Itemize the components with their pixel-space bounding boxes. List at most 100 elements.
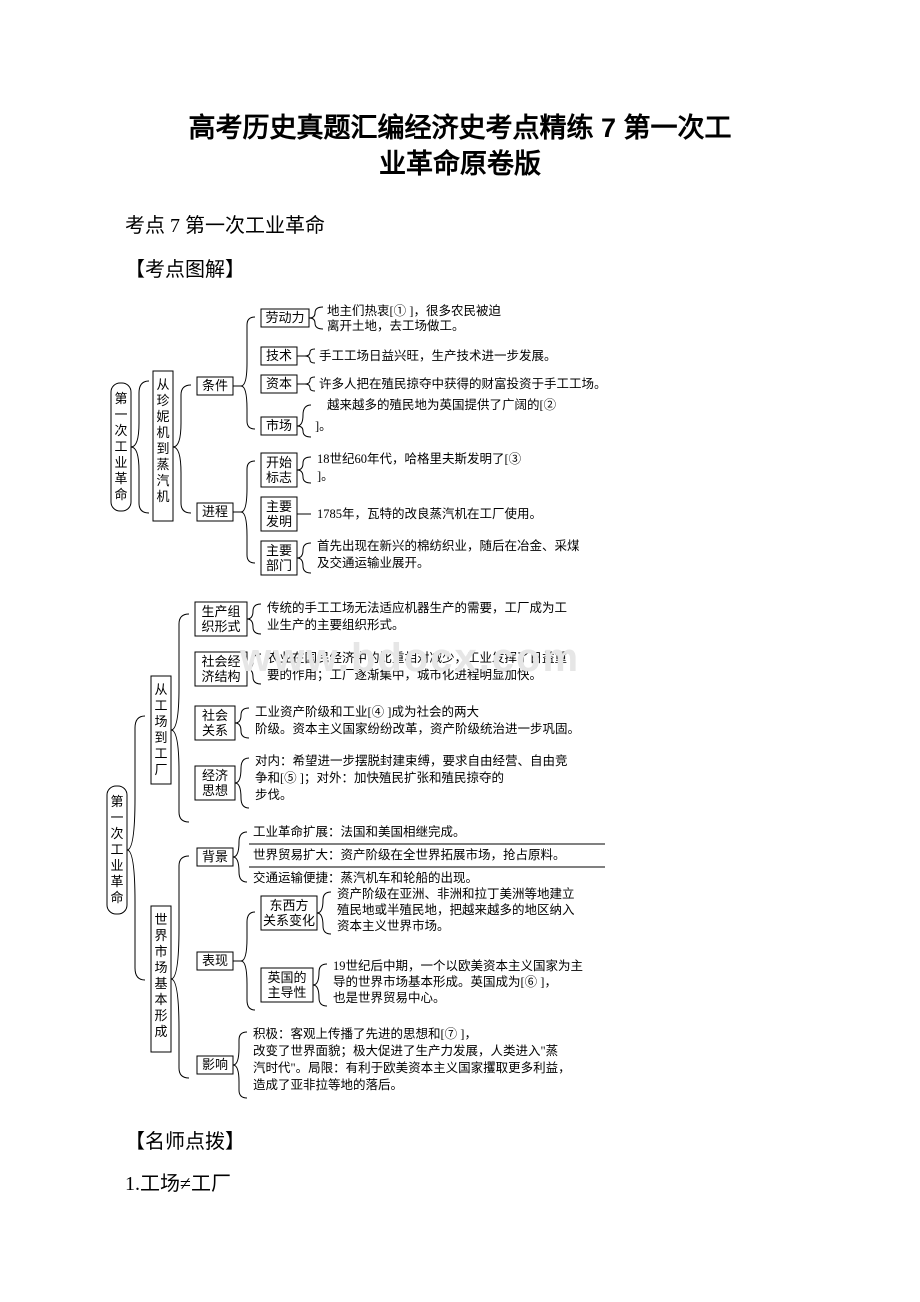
- svg-text:主导性: 主导性: [267, 985, 306, 1000]
- svg-text:手工工场日益兴旺，生产技术进一步发展。: 手工工场日益兴旺，生产技术进一步发展。: [319, 348, 557, 363]
- diagram-2: 第 一 次 工 业 革 命 从 工 场 到 工 厂 生产组 织形式 传统的手工工…: [105, 598, 835, 1113]
- svg-text:也是世界贸易中心。: 也是世界贸易中心。: [333, 990, 446, 1005]
- section-heading-2: 【名师点拨】: [85, 1123, 835, 1161]
- svg-text:思想: 思想: [202, 783, 228, 798]
- svg-text:表现: 表现: [202, 953, 228, 968]
- svg-text:业生产的主要组织形式。: 业生产的主要组织形式。: [267, 617, 405, 632]
- svg-text:18世纪60年代，哈格里夫斯发明了[③: 18世纪60年代，哈格里夫斯发明了[③: [317, 451, 522, 466]
- svg-text:劳动力: 劳动力: [265, 310, 304, 325]
- svg-text:业: 业: [114, 455, 127, 470]
- svg-text:世: 世: [154, 912, 167, 927]
- svg-text:妮: 妮: [156, 409, 169, 424]
- svg-text:命: 命: [110, 890, 123, 905]
- svg-text:生产组: 生产组: [201, 604, 240, 619]
- svg-text:要的作用；工厂逐渐集中，城市化进程明显加快。: 要的作用；工厂逐渐集中，城市化进程明显加快。: [267, 667, 542, 682]
- svg-text:条件: 条件: [202, 378, 228, 393]
- svg-text:开始: 开始: [266, 455, 292, 470]
- svg-text:一: 一: [114, 407, 127, 422]
- svg-text:场: 场: [154, 714, 167, 729]
- svg-text:地主们热衷[① ]，很: 地主们热衷[① ]，很多农民被迫: [327, 303, 501, 318]
- svg-text:到: 到: [154, 730, 167, 745]
- svg-text:世界贸易扩大：资产阶级在全世界拓展市场，抢占原料。: 世界贸易扩大：资产阶级在全世界拓展市场，抢占原料。: [253, 847, 566, 862]
- svg-text:农业在国民经济中的比重相对减少，工业发挥了日益重: 农业在国民经济中的比重相对减少，工业发挥了日益重: [267, 650, 567, 665]
- svg-text:许多人把在殖民掠夺中获得的财富投资于手工工场。: 许多人把在殖民掠夺中获得的财富投资于手工工场。: [319, 376, 607, 391]
- svg-text:命: 命: [114, 487, 127, 502]
- svg-text:资本主义世界市场。: 资本主义世界市场。: [337, 918, 450, 933]
- svg-text:本: 本: [154, 992, 167, 1007]
- svg-text:阶级。资本主义国家纷纷改革，资产阶级统治进一步巩固。: 阶级。资本主义国家纷纷改革，资产阶级统治进一步巩固。: [255, 721, 580, 736]
- svg-text:标志: 标志: [266, 470, 292, 485]
- svg-text:机: 机: [156, 425, 169, 440]
- svg-text:越来越多的殖民地为英国提供了广阔的[②: 越来越多的殖民地为英国提供了广阔的[②: [327, 397, 557, 412]
- svg-text:进程: 进程: [202, 504, 228, 519]
- svg-text:厂: 厂: [154, 762, 167, 777]
- diagram-1: 第 一 次 工 业 革 命 从 珍 妮 机 到 蒸 汽 机 条件: [105, 303, 835, 588]
- svg-text:及交通运输业展开。: 及交通运输业展开。: [317, 555, 430, 570]
- svg-text:珍: 珍: [156, 393, 169, 408]
- svg-text:影响: 影响: [202, 1057, 228, 1072]
- svg-text:主要: 主要: [266, 543, 292, 558]
- svg-text:19世纪后中期，一个以欧美资本主义国家为主: 19世纪后中期，一个以欧美资本主义国家为主: [333, 958, 583, 973]
- svg-text:工: 工: [154, 746, 167, 761]
- svg-text:工: 工: [154, 698, 167, 713]
- svg-text:步伐。: 步伐。: [255, 788, 293, 802]
- svg-text:]。: ]。: [317, 469, 334, 483]
- svg-text:成: 成: [154, 1024, 167, 1039]
- svg-text:交通运输便捷：蒸汽机车和轮船的出现。: 交通运输便捷：蒸汽机车和轮船的出现。: [253, 870, 478, 885]
- svg-text:殖民地或半殖民地，把越来越多的地区纳入: 殖民地或半殖民地，把越来越多的地区纳入: [337, 902, 575, 917]
- svg-text:汽: 汽: [156, 473, 169, 488]
- svg-text:工: 工: [110, 842, 123, 857]
- svg-text:汽时代"。局限：有利于欧美资本主义国家攫取更多利益，: 汽时代"。局限：有利于欧美资本主义国家攫取更多利益，: [253, 1060, 571, 1075]
- svg-text:界: 界: [154, 928, 167, 943]
- svg-text:济结构: 济结构: [201, 669, 240, 684]
- svg-text:对内：希望进一步摆脱封建束缚，要求自由经营、自由竞: 对内：希望进一步摆脱封建束缚，要求自由经营、自由竞: [255, 753, 568, 768]
- svg-text:传统的手工工场无法适应机器生产的需要，工厂成为工: 传统的手工工场无法适应机器生产的需要，工厂成为工: [267, 600, 567, 615]
- svg-text:关系: 关系: [202, 723, 228, 738]
- svg-text:1785年，瓦特的改良蒸汽机在工厂使用。: 1785年，瓦特的改良蒸汽机在工厂使用。: [317, 506, 542, 521]
- section-heading-1: 【考点图解】: [85, 251, 835, 289]
- svg-text:主要: 主要: [266, 499, 292, 514]
- svg-text:工业资产阶级和工业[④: 工业资产阶级和工业[④ ]成为社会的两大: [255, 704, 479, 719]
- svg-text:市: 市: [154, 944, 167, 959]
- svg-text:资产阶级在亚洲、非洲和拉丁美洲等地建立: 资产阶级在亚洲、非洲和拉丁美洲等地建立: [337, 886, 575, 901]
- svg-text:工业革命扩展：法国和美国相继完成。: 工业革命扩展：法国和美国相继完成。: [253, 824, 466, 839]
- svg-text:第: 第: [114, 391, 127, 406]
- svg-text:资本: 资本: [266, 376, 292, 391]
- svg-text:技术: 技术: [266, 348, 292, 363]
- svg-text:争和[⑤ ]；对外：加快殖民扩张和: 争和[⑤ ]；对外：加快殖民扩张和殖民掠夺的: [255, 770, 504, 785]
- svg-text:市场: 市场: [266, 418, 292, 433]
- svg-text:从: 从: [156, 377, 169, 392]
- svg-text:背景: 背景: [202, 849, 228, 864]
- svg-text:东西方: 东西方: [269, 898, 308, 913]
- svg-text:积极：客观上传播了先进的思想和[⑦: 积极：客观上传播了先进的思想和[⑦ ]，: [253, 1026, 477, 1041]
- svg-text:从: 从: [154, 682, 167, 697]
- point-1: 1.工场≠工厂: [85, 1165, 835, 1203]
- svg-text:织形式: 织形式: [201, 619, 240, 634]
- svg-text:首先出现在新兴的棉纺织业，随后在冶金、采煤: 首先出现在新兴的棉纺织业，随后在冶金、采煤: [317, 538, 580, 553]
- svg-text:蒸: 蒸: [156, 457, 169, 472]
- svg-text:一: 一: [110, 810, 123, 825]
- svg-text:经济: 经济: [202, 768, 228, 783]
- svg-text:业: 业: [110, 858, 123, 873]
- svg-text:发明: 发明: [266, 514, 292, 529]
- svg-text:场: 场: [154, 960, 167, 975]
- svg-text:改变了世界面貌；极大促进了生产力发展，人类进入"蒸: 改变了世界面貌；极大促进了生产力发展，人类进入"蒸: [253, 1043, 558, 1058]
- page-title: 高考历史真题汇编经济史考点精练 7 第一次工 业革命原卷版: [85, 110, 835, 183]
- svg-text:基: 基: [154, 976, 167, 991]
- svg-text:造成了亚非拉等地的落后。: 造成了亚非拉等地的落后。: [253, 1077, 403, 1092]
- svg-text:到: 到: [156, 441, 169, 456]
- svg-text:]。: ]。: [315, 419, 332, 433]
- svg-text:机: 机: [156, 489, 169, 504]
- svg-text:工: 工: [114, 439, 127, 454]
- svg-text:社会: 社会: [202, 708, 228, 723]
- svg-text:次: 次: [114, 423, 127, 438]
- svg-text:英国的: 英国的: [267, 970, 306, 985]
- svg-text:革: 革: [114, 471, 127, 486]
- svg-text:形: 形: [154, 1008, 167, 1023]
- svg-text:社会经: 社会经: [201, 654, 240, 669]
- svg-text:革: 革: [110, 874, 123, 889]
- svg-text:第: 第: [110, 794, 123, 809]
- subtitle: 考点 7 第一次工业革命: [85, 207, 835, 245]
- title-line-1: 高考历史真题汇编经济史考点精练 7 第一次工: [188, 113, 731, 143]
- svg-text:部门: 部门: [266, 558, 292, 573]
